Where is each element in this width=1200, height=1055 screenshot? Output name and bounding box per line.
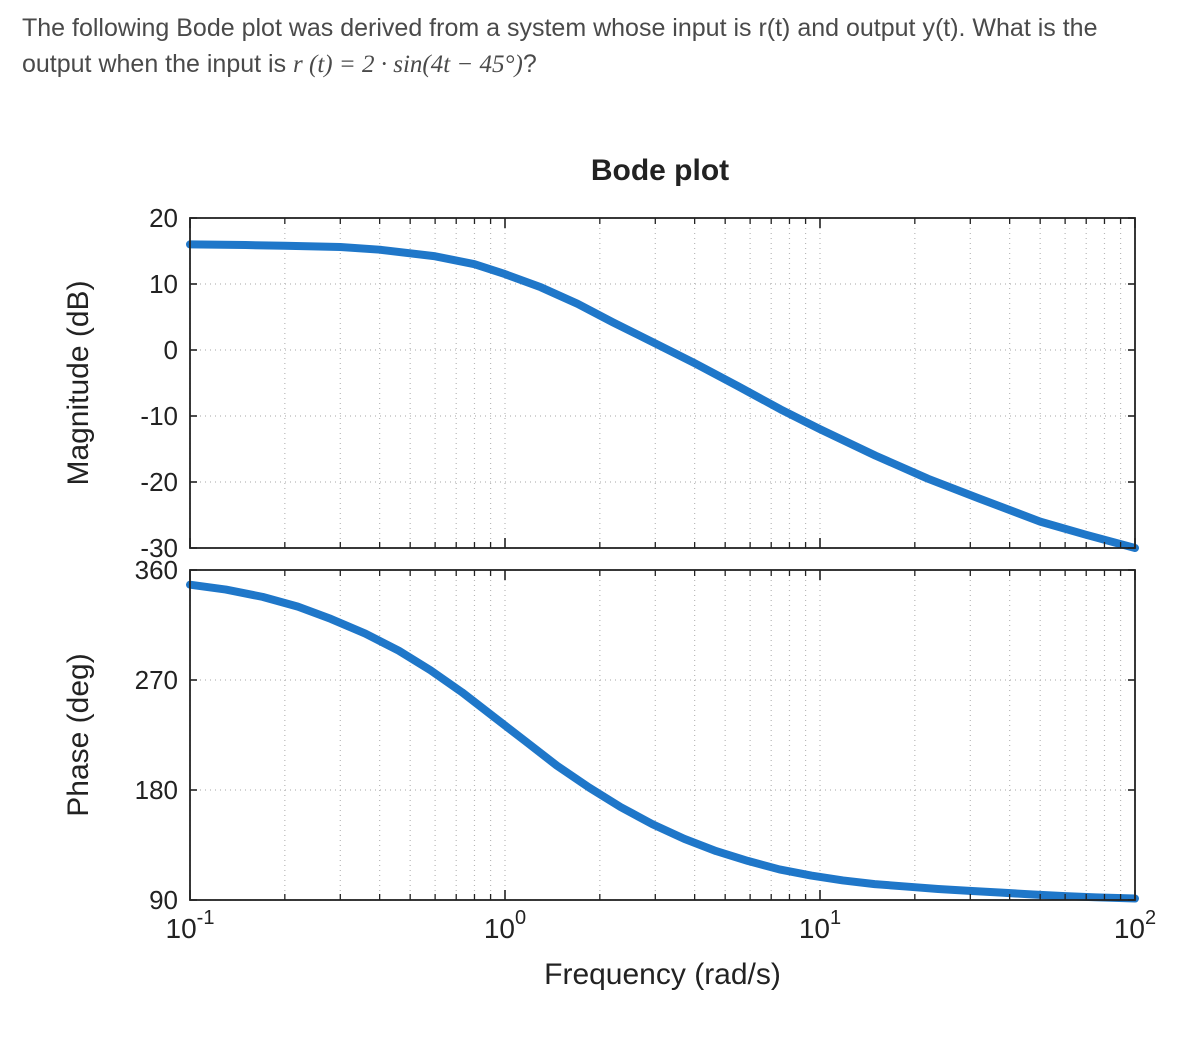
svg-text:0: 0 [164,335,178,365]
chart-title: Bode plot [160,154,1160,188]
svg-text:102: 102 [1114,907,1156,944]
svg-text:90: 90 [149,885,178,915]
svg-text:100: 100 [484,907,526,944]
question-line1: The following Bode plot was derived from… [22,14,1097,42]
svg-text:101: 101 [799,907,841,944]
question-line2a: output when the input is [22,50,293,78]
svg-text:360: 360 [135,555,178,585]
svg-text:-20: -20 [140,467,178,497]
svg-text:270: 270 [135,665,178,695]
svg-text:10-1: 10-1 [166,907,215,944]
svg-text:Phase (deg): Phase (deg) [62,653,95,816]
question-text: The following Bode plot was derived from… [0,0,1200,84]
svg-text:Magnitude (dB): Magnitude (dB) [62,280,95,485]
svg-text:180: 180 [135,775,178,805]
bode-plot-container: Bode plot 20100-10-20-30Magnitude (dB)36… [60,154,1160,1020]
bode-plot-svg: 20100-10-20-30Magnitude (dB)36027018090P… [60,200,1160,1020]
question-math: r (t) = 2 · sin(4t − 45°) [293,51,523,78]
svg-text:-10: -10 [140,401,178,431]
svg-text:Frequency (rad/s): Frequency (rad/s) [544,958,781,991]
question-line2b: ? [523,50,537,78]
svg-text:10: 10 [149,269,178,299]
svg-text:20: 20 [149,203,178,233]
